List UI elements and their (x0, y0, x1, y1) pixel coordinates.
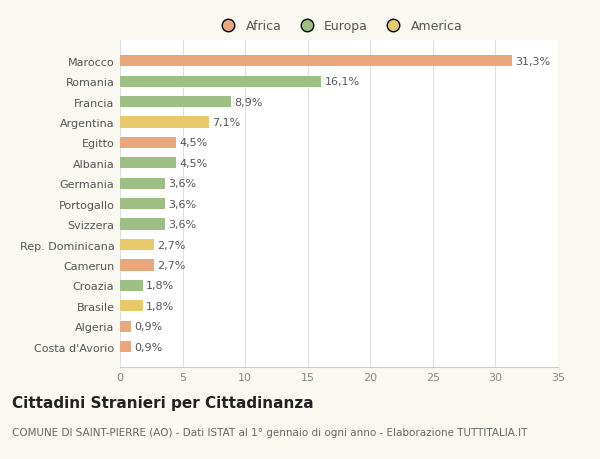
Legend: Africa, Europa, America: Africa, Europa, America (211, 15, 467, 38)
Bar (120, 158, 176, 169)
Bar (120, 117, 209, 129)
Bar (120, 77, 322, 88)
Text: 3,6%: 3,6% (168, 199, 196, 209)
Bar (120, 219, 165, 230)
Bar (120, 97, 232, 108)
Bar (120, 199, 165, 210)
Text: 3,6%: 3,6% (168, 219, 196, 230)
Text: COMUNE DI SAINT-PIERRE (AO) - Dati ISTAT al 1° gennaio di ogni anno - Elaborazio: COMUNE DI SAINT-PIERRE (AO) - Dati ISTAT… (12, 427, 527, 437)
Text: 16,1%: 16,1% (325, 77, 360, 87)
Bar (120, 321, 131, 332)
Bar (120, 178, 165, 190)
Text: 4,5%: 4,5% (179, 138, 208, 148)
Bar (120, 301, 143, 312)
Text: 7,1%: 7,1% (212, 118, 240, 128)
Text: 3,6%: 3,6% (168, 179, 196, 189)
Bar (120, 56, 512, 67)
Text: 8,9%: 8,9% (235, 97, 263, 107)
Text: Cittadini Stranieri per Cittadinanza: Cittadini Stranieri per Cittadinanza (12, 395, 314, 410)
Text: 0,9%: 0,9% (134, 342, 163, 352)
Bar (120, 240, 154, 251)
Text: 1,8%: 1,8% (146, 301, 174, 311)
Text: 31,3%: 31,3% (515, 57, 550, 67)
Text: 4,5%: 4,5% (179, 158, 208, 168)
Bar (120, 280, 143, 291)
Text: 2,7%: 2,7% (157, 260, 185, 270)
Text: 0,9%: 0,9% (134, 321, 163, 331)
Bar (120, 138, 176, 149)
Bar (120, 260, 154, 271)
Bar (120, 341, 131, 353)
Text: 2,7%: 2,7% (157, 240, 185, 250)
Text: 1,8%: 1,8% (146, 281, 174, 291)
